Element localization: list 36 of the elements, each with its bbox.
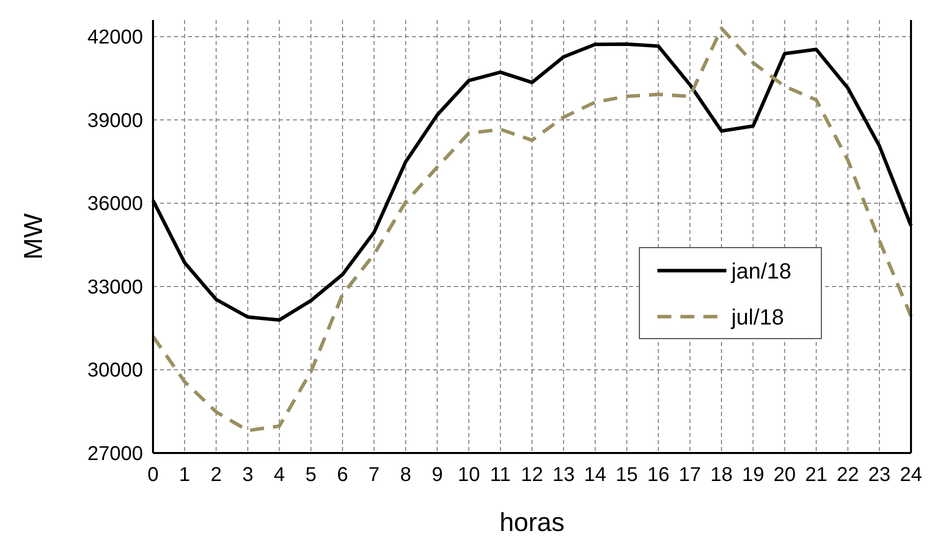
x-tick-label: 16 bbox=[647, 464, 670, 486]
line-series bbox=[151, 26, 913, 432]
legend-label: jan/18 bbox=[730, 258, 792, 284]
x-tick-label: 14 bbox=[584, 464, 606, 486]
x-tick-label: 19 bbox=[742, 464, 764, 486]
x-tick-label: 13 bbox=[552, 464, 575, 486]
x-tick-label: 7 bbox=[368, 464, 380, 486]
y-tick-label: 33000 bbox=[87, 276, 143, 298]
x-tick-label: 0 bbox=[147, 464, 159, 486]
x-tick-label: 21 bbox=[805, 464, 828, 486]
x-tick-label: 22 bbox=[836, 464, 859, 486]
x-tick-label: 24 bbox=[900, 464, 922, 486]
y-tick-label: 36000 bbox=[87, 193, 143, 216]
x-tick-label: 8 bbox=[400, 464, 412, 486]
x-tick-label: 4 bbox=[274, 464, 285, 486]
y-tick-label: 27000 bbox=[87, 443, 143, 465]
x-tick-label: 18 bbox=[710, 464, 733, 486]
x-tick-label: 15 bbox=[616, 464, 638, 486]
x-tick-label: 11 bbox=[490, 464, 511, 486]
x-tick-label: 6 bbox=[336, 464, 348, 486]
legend-label: jul/18 bbox=[730, 304, 784, 330]
x-tick-label: 23 bbox=[868, 464, 891, 486]
y-tick-label: 39000 bbox=[87, 110, 143, 132]
x-tick-label: 5 bbox=[305, 464, 316, 486]
x-tick-label: 3 bbox=[242, 464, 254, 486]
x-tick-label: 9 bbox=[432, 464, 443, 486]
x-tick-label: 10 bbox=[458, 464, 480, 486]
y-tick-label: 30000 bbox=[87, 360, 143, 382]
y-axis-title: MW bbox=[18, 212, 48, 260]
x-tick-label: 2 bbox=[210, 464, 222, 486]
x-axis-title: horas bbox=[499, 507, 565, 537]
x-tick-label: 17 bbox=[678, 464, 702, 486]
x-tick-label: 1 bbox=[179, 464, 190, 486]
x-tick-label: 12 bbox=[520, 464, 544, 486]
y-tick-label: 42000 bbox=[87, 26, 143, 49]
x-tick-label: 20 bbox=[774, 464, 796, 486]
